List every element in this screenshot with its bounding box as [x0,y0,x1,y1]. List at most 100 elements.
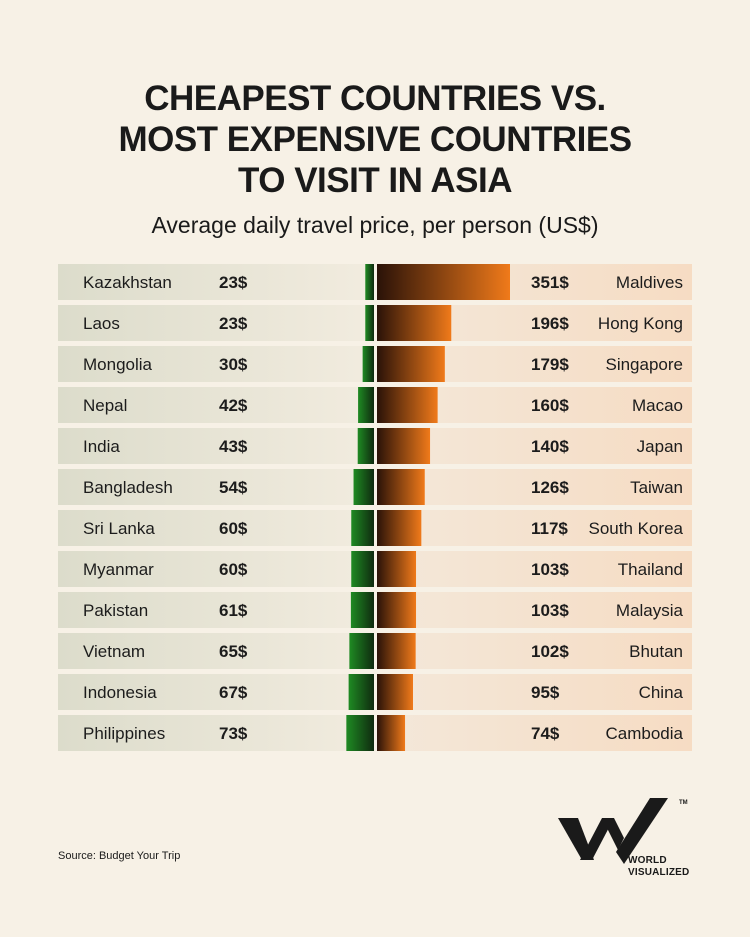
expensive-value-label: 126$ [531,478,569,497]
row-background-right [377,592,692,628]
bar-cheapest-philippines [346,715,374,751]
cheapest-value-label: 60$ [219,560,248,579]
brand-line-2: VISUALIZED [628,867,690,878]
expensive-value-label: 140$ [531,437,569,456]
bar-expensive-malaysia [377,592,417,628]
expensive-value-label: 117$ [531,519,568,538]
cheapest-value-label: 61$ [219,601,248,620]
bar-cheapest-indonesia [348,674,374,710]
bar-cheapest-laos [365,305,374,341]
expensive-country-label: Singapore [605,355,683,374]
row-background-left [58,674,374,710]
cheapest-country-label: Nepal [83,396,127,415]
title-line-3: TO VISIT IN ASIA [238,161,512,200]
cheapest-value-label: 23$ [219,314,248,333]
title-line-2: MOST EXPENSIVE COUNTRIES [118,120,632,159]
cheapest-country-label: Kazakhstan [83,273,172,292]
expensive-value-label: 74$ [531,724,560,743]
cheapest-value-label: 65$ [219,642,248,661]
cheapest-value-label: 54$ [219,478,248,497]
expensive-value-label: 179$ [531,355,569,374]
brand-line-1: WORLD [628,855,667,866]
expensive-country-label: Maldives [616,273,683,292]
bar-cheapest-nepal [358,387,374,423]
bar-cheapest-mongolia [362,346,374,382]
bar-expensive-south-korea [377,510,422,546]
bar-cheapest-bangladesh [353,469,374,505]
row-background-right [377,551,692,587]
expensive-value-label: 351$ [531,273,569,292]
bar-cheapest-myanmar [351,551,374,587]
cheapest-country-label: India [83,437,120,456]
bar-expensive-macao [377,387,438,423]
cheapest-country-label: Indonesia [83,683,157,702]
cheapest-country-label: Mongolia [83,355,153,374]
expensive-country-label: South Korea [588,519,683,538]
bar-expensive-singapore [377,346,445,382]
row-background-left [58,592,374,628]
cheapest-country-label: Sri Lanka [83,519,155,538]
cheapest-country-label: Myanmar [83,560,154,579]
row-background-right [377,674,692,710]
cheapest-value-label: 60$ [219,519,248,538]
expensive-country-label: Malaysia [616,601,684,620]
row-background-left [58,387,374,423]
cheapest-country-label: Pakistan [83,601,148,620]
cheapest-country-label: Philippines [83,724,165,743]
row-background-left [58,469,374,505]
bar-cheapest-sri-lanka [351,510,374,546]
row-background-right [377,715,692,751]
cheapest-value-label: 43$ [219,437,248,456]
bar-cheapest-kazakhstan [365,264,374,300]
expensive-country-label: Bhutan [629,642,683,661]
expensive-value-label: 95$ [531,683,560,702]
bar-expensive-bhutan [377,633,416,669]
brand-name: WORLD VISUALIZED [628,855,689,879]
row-background-left [58,264,374,300]
cheapest-value-label: 73$ [219,724,248,743]
bar-cheapest-vietnam [349,633,374,669]
cheapest-value-label: 67$ [219,683,248,702]
row-background-left [58,510,374,546]
row-background-left [58,633,374,669]
bar-expensive-china [377,674,413,710]
row-background-left [58,428,374,464]
source-note: Source: Budget Your Trip [58,850,181,862]
bar-cheapest-india [357,428,374,464]
world-visualized-logo-icon [558,798,668,864]
row-background-right [377,510,692,546]
row-background-right [377,633,692,669]
cheapest-value-label: 23$ [219,273,248,292]
cheapest-country-label: Laos [83,314,120,333]
cheapest-value-label: 42$ [219,396,248,415]
trademark-mark: TM [679,800,688,806]
expensive-country-label: Cambodia [606,724,684,743]
expensive-value-label: 103$ [531,601,569,620]
row-background-left [58,305,374,341]
bar-expensive-maldives [377,264,510,300]
bar-expensive-thailand [377,551,417,587]
bar-expensive-hong-kong [377,305,452,341]
expensive-country-label: Japan [637,437,683,456]
bar-expensive-cambodia [377,715,406,751]
row-background-right [377,469,692,505]
chart-title: CHEAPEST COUNTRIES VS. MOST EXPENSIVE CO… [0,78,750,201]
expensive-value-label: 160$ [531,396,569,415]
expensive-value-label: 102$ [531,642,569,661]
row-background-left [58,346,374,382]
expensive-value-label: 103$ [531,560,569,579]
row-background-left [58,551,374,587]
expensive-value-label: 196$ [531,314,569,333]
cheapest-country-label: Vietnam [83,642,145,661]
expensive-country-label: China [639,683,684,702]
expensive-country-label: Taiwan [630,478,683,497]
row-background-left [58,715,374,751]
chart-subtitle: Average daily travel price, per person (… [151,212,599,238]
cheapest-value-label: 30$ [219,355,248,374]
title-line-1: CHEAPEST COUNTRIES VS. [144,79,606,118]
expensive-country-label: Macao [632,396,683,415]
expensive-country-label: Thailand [618,560,683,579]
bar-expensive-japan [377,428,431,464]
cheapest-country-label: Bangladesh [83,478,173,497]
